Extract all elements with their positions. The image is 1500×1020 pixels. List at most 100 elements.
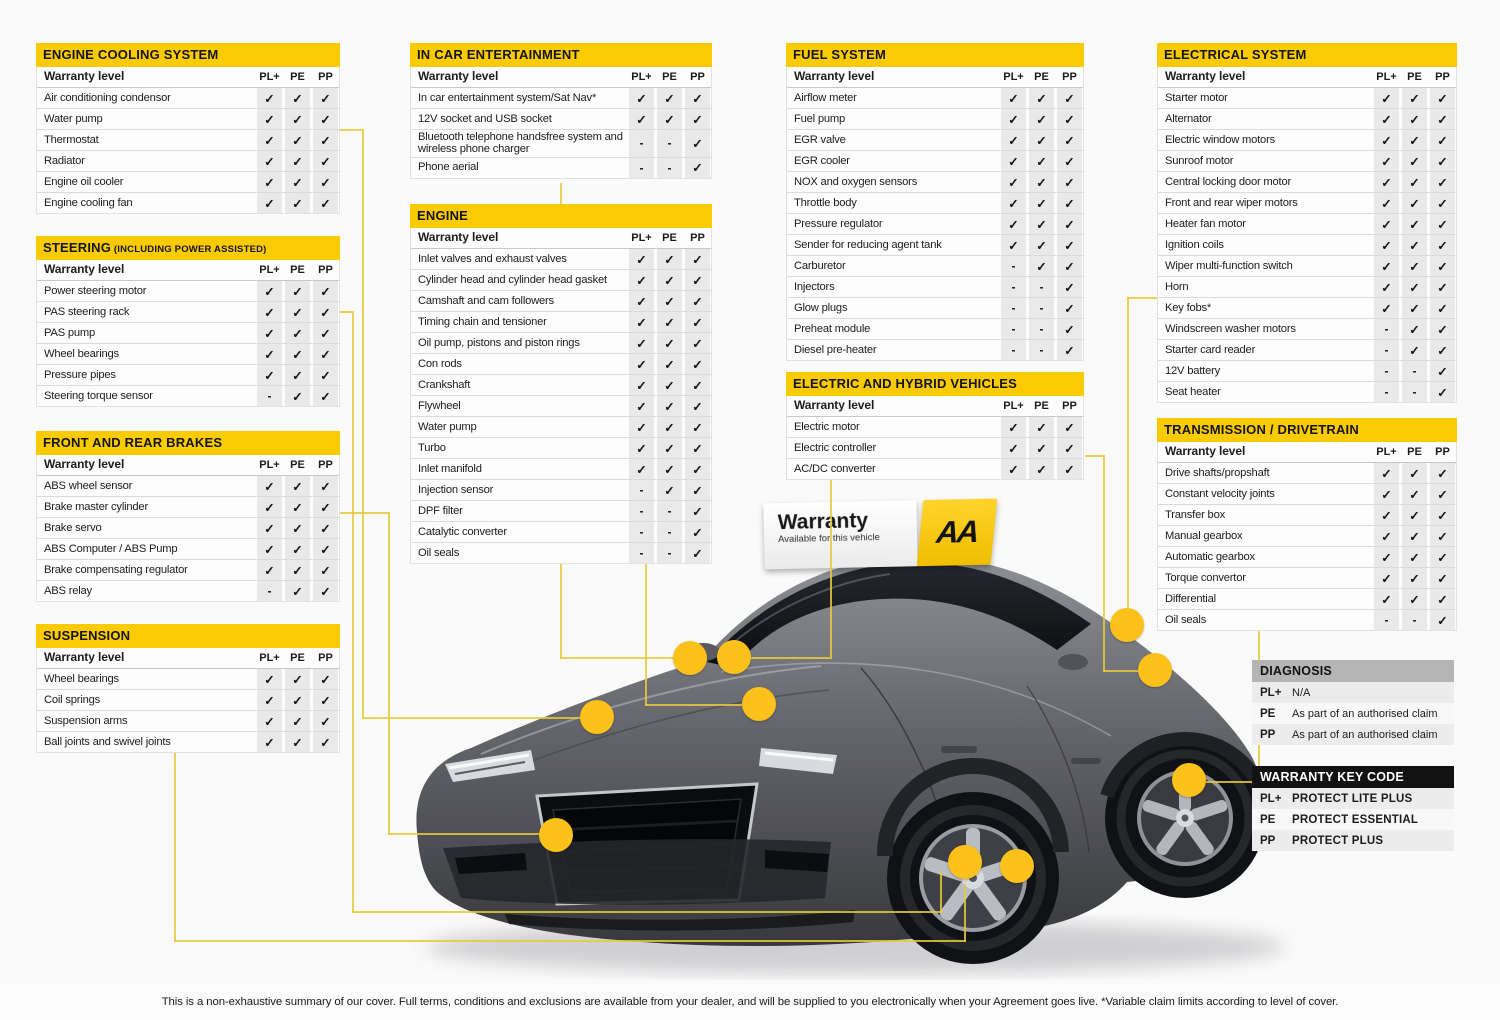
check-mark: ✓ [257,518,282,538]
row-label: Injection sensor [418,483,494,496]
dash-mark: - [657,501,682,521]
dash-mark: - [629,501,654,521]
table-column-header: Warranty level PL+ PE PP [787,67,1083,88]
check-mark: ✓ [657,375,682,395]
row-label: Bluetooth telephone handsfree system and… [418,131,623,156]
legend-text: PROTECT LITE PLUS [1292,792,1413,805]
column-header-PP: PP [1435,71,1450,83]
column-header-PL+: PL+ [259,652,280,664]
warranty-level-label: Warranty level [44,457,125,472]
row-label: Differential [1165,592,1216,605]
table-title: TRANSMISSION / DRIVETRAIN [1157,418,1457,442]
check-mark: ✓ [629,88,654,108]
check-mark: ✓ [685,291,710,311]
row-label: Starter motor [1165,91,1228,104]
column-header-PP: PP [690,232,705,244]
table-row: Fuel pump ✓ ✓ ✓ [787,109,1083,130]
dash-mark: - [1029,319,1054,339]
row-label: Oil seals [1165,613,1207,626]
check-mark: ✓ [629,375,654,395]
table-row: Central locking door motor ✓ ✓ ✓ [1158,172,1456,193]
legend-text: As part of an authorised claim [1292,728,1438,741]
check-mark: ✓ [1057,151,1082,171]
check-mark: ✓ [313,193,338,213]
row-label: Radiator [44,154,85,167]
row-label: Wheel bearings [44,672,119,685]
row-label: Electric window motors [1165,133,1275,146]
check-mark: ✓ [685,354,710,374]
row-label: Camshaft and cam followers [418,294,554,307]
check-mark: ✓ [313,109,338,129]
check-mark: ✓ [1402,193,1427,213]
row-label: Automatic gearbox [1165,550,1255,563]
table-row: Inlet manifold ✓ ✓ ✓ [411,459,711,480]
check-mark: ✓ [1430,361,1455,381]
check-mark: ✓ [657,109,682,129]
row-label: Injectors [794,280,835,293]
check-mark: ✓ [1029,193,1054,213]
table-row: Camshaft and cam followers ✓ ✓ ✓ [411,291,711,312]
column-header-PL+: PL+ [631,232,652,244]
table-row: Pressure regulator ✓ ✓ ✓ [787,214,1083,235]
check-mark: ✓ [657,88,682,108]
legend-row: PE As part of an authorised claim [1252,703,1454,724]
check-mark: ✓ [1374,88,1399,108]
check-mark: ✓ [1029,151,1054,171]
table-row: Electric controller ✓ ✓ ✓ [787,438,1083,459]
check-mark: ✓ [1430,130,1455,150]
warranty-key-code-box: WARRANTY KEY CODE PL+ PROTECT LITE PLUS PE… [1252,766,1454,851]
table-row: Torque convertor ✓ ✓ ✓ [1158,568,1456,589]
table-fuel-system: FUEL SYSTEM Warranty level PL+ PE PP Airflow… [786,43,1084,361]
check-mark: ✓ [285,323,310,343]
check-mark: ✓ [1029,459,1054,479]
column-header-PE: PE [662,71,677,83]
row-label: Thermostat [44,133,99,146]
check-mark: ✓ [1430,88,1455,108]
check-mark: ✓ [685,333,710,353]
row-label: Torque convertor [1165,571,1246,584]
column-header-PP: PP [1435,446,1450,458]
table-row: Throttle body ✓ ✓ ✓ [787,193,1083,214]
check-mark: ✓ [1402,256,1427,276]
row-label: 12V socket and USB socket [418,112,552,125]
legend-code: PE [1260,707,1276,720]
check-mark: ✓ [685,543,710,563]
check-mark: ✓ [1057,438,1082,458]
table-row: Sender for reducing agent tank ✓ ✓ ✓ [787,235,1083,256]
row-label: 12V battery [1165,364,1221,377]
legend-row: PP As part of an authorised claim [1252,724,1454,745]
warranty-level-label: Warranty level [794,398,875,413]
check-mark: ✓ [1001,88,1026,108]
check-mark: ✓ [629,438,654,458]
check-mark: ✓ [1374,526,1399,546]
row-label: Windscreen washer motors [1165,322,1296,335]
table-row: Turbo ✓ ✓ ✓ [411,438,711,459]
check-mark: ✓ [1430,568,1455,588]
check-mark: ✓ [1402,463,1427,483]
table-row: Power steering motor ✓ ✓ ✓ [37,281,339,302]
dash-mark: - [629,543,654,563]
table-row: Injection sensor - ✓ ✓ [411,480,711,501]
check-mark: ✓ [1430,610,1455,630]
check-mark: ✓ [285,109,310,129]
dash-mark: - [1029,298,1054,318]
warranty-level-label: Warranty level [44,650,125,665]
table-row: Automatic gearbox ✓ ✓ ✓ [1158,547,1456,568]
row-label: Turbo [418,441,446,454]
check-mark: ✓ [1001,151,1026,171]
check-mark: ✓ [1029,109,1054,129]
check-mark: ✓ [313,130,338,150]
table-row: Ball joints and swivel joints ✓ ✓ ✓ [37,732,339,752]
check-mark: ✓ [313,539,338,559]
footer-disclaimer: This is a non-exhaustive summary of our … [0,984,1500,1020]
check-mark: ✓ [257,172,282,192]
check-mark: ✓ [1430,151,1455,171]
column-header-PP: PP [318,459,333,471]
check-mark: ✓ [629,312,654,332]
check-mark: ✓ [1402,526,1427,546]
table-column-header: Warranty level PL+ PE PP [411,228,711,249]
check-mark: ✓ [1029,172,1054,192]
row-label: Seat heater [1165,385,1221,398]
column-header-PL+: PL+ [259,264,280,276]
column-header-PP: PP [318,264,333,276]
